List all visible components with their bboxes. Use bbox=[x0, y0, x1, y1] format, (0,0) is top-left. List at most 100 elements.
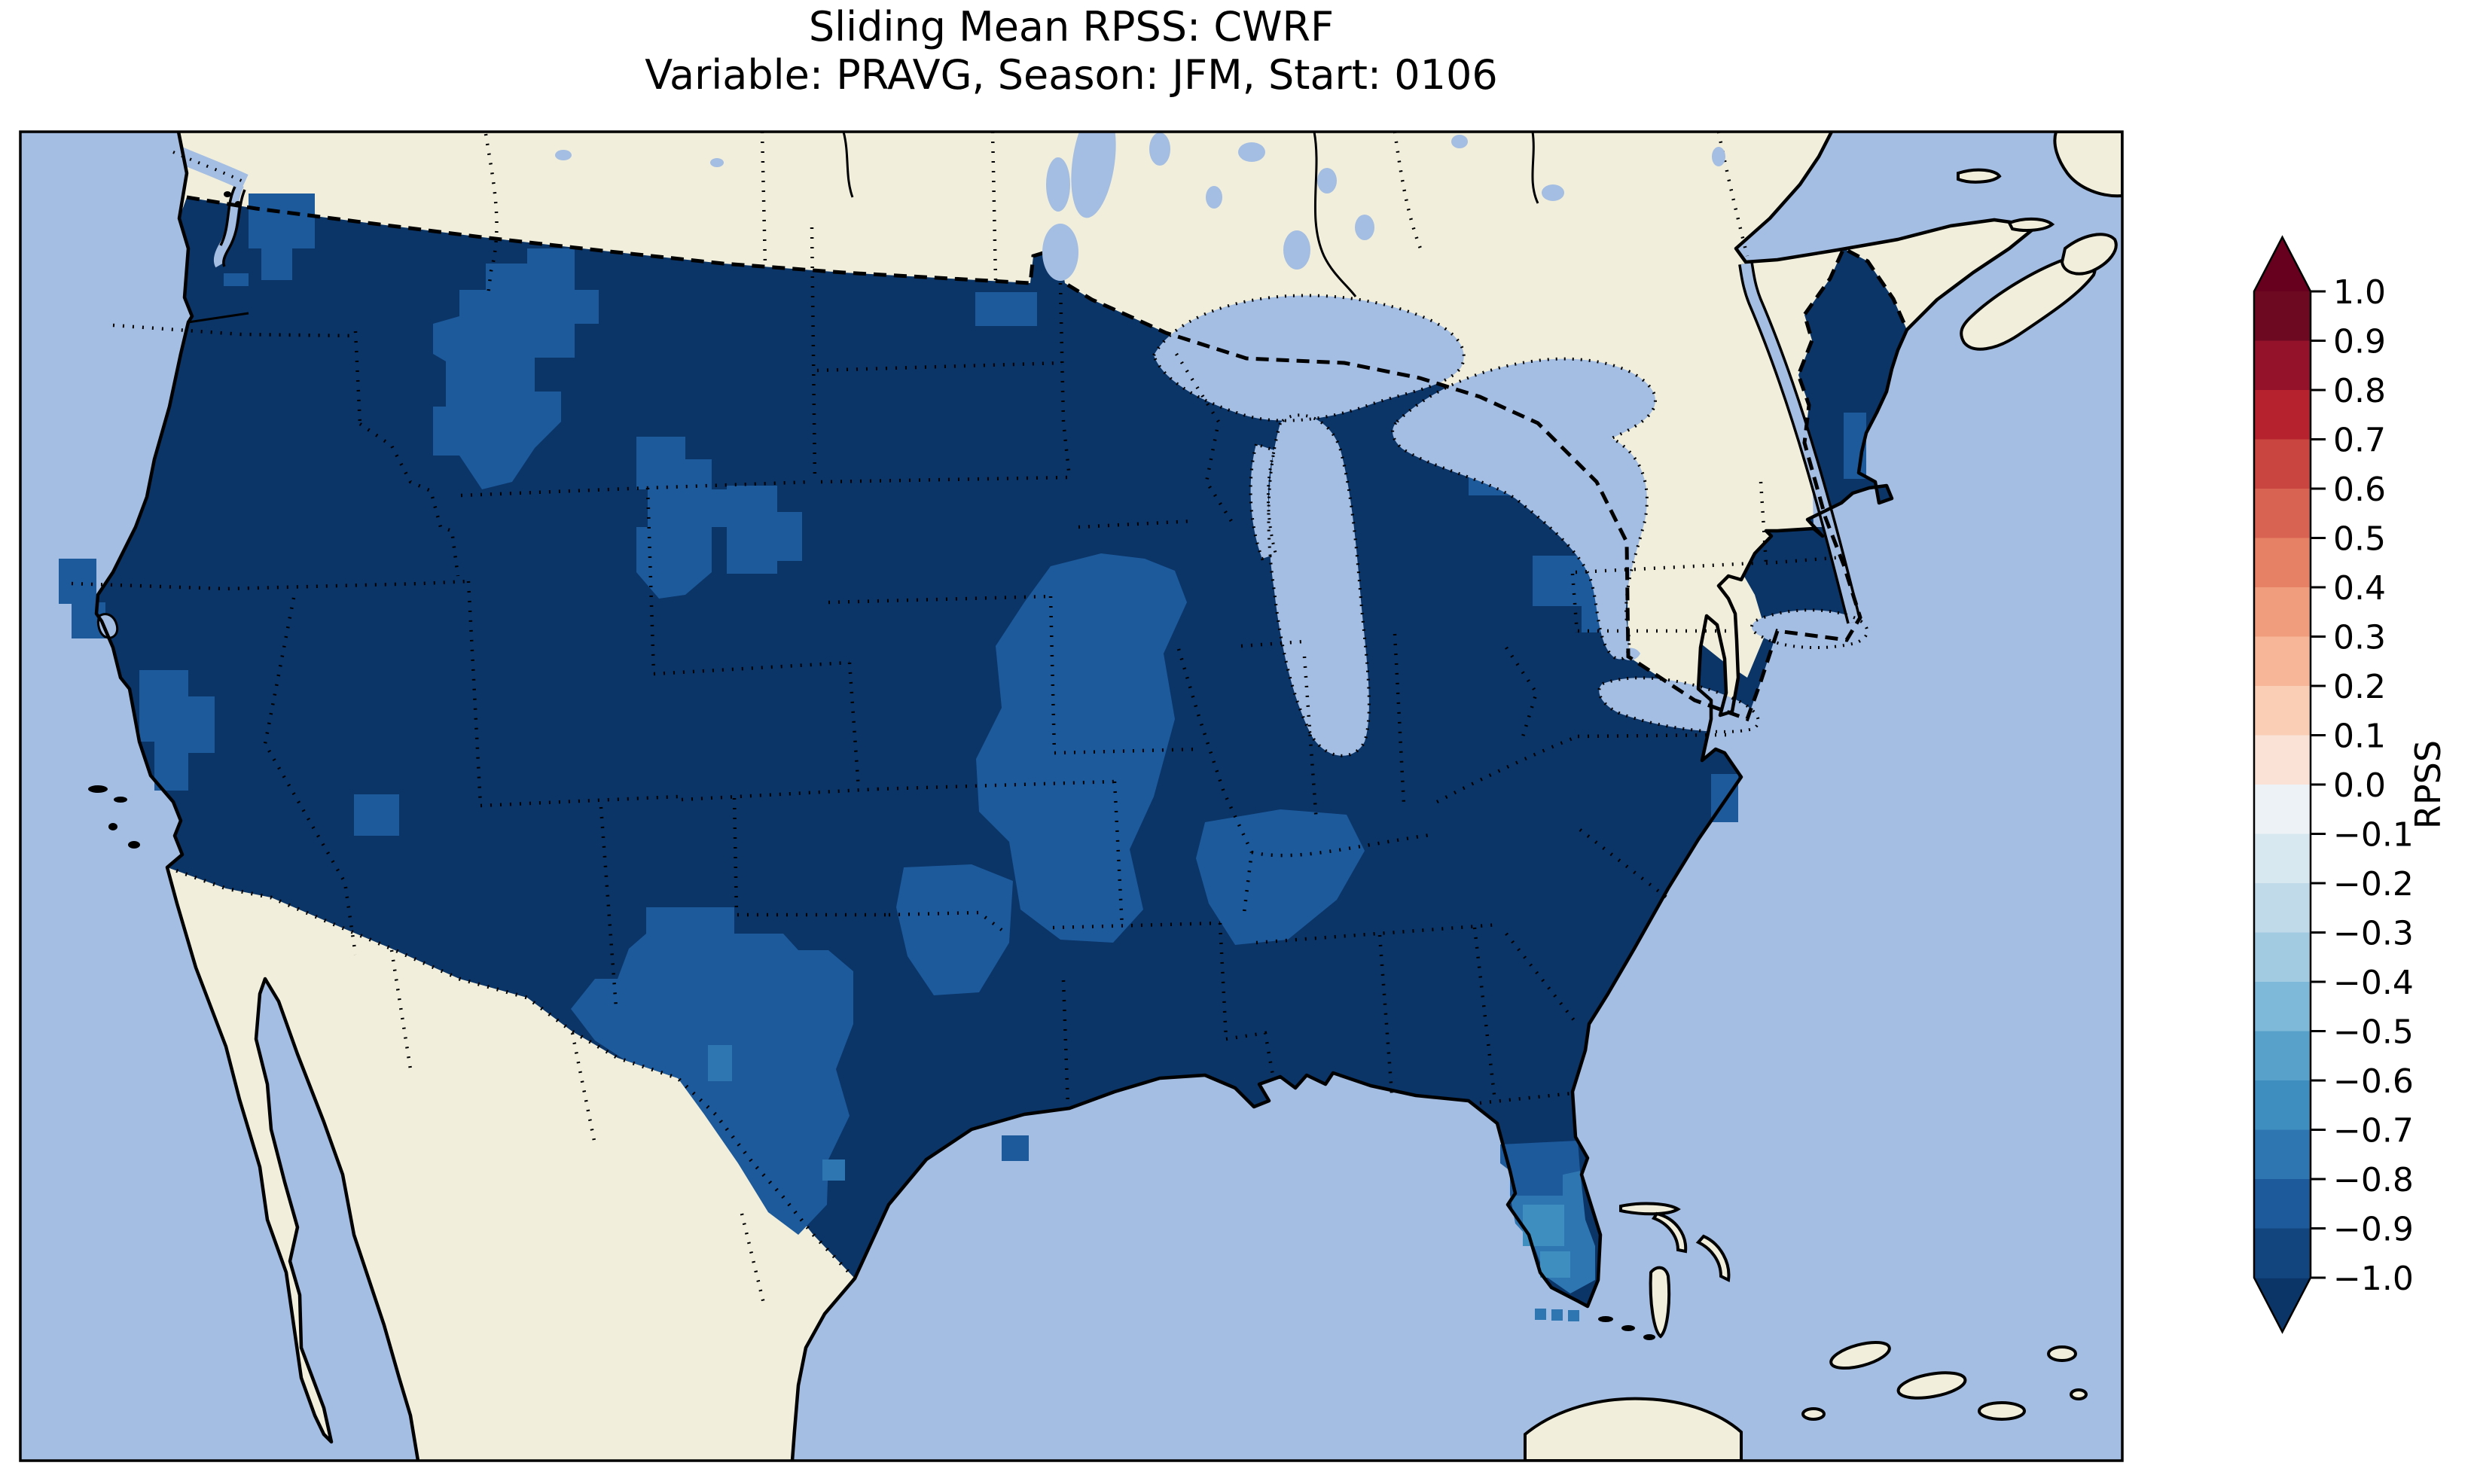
canada-lakes bbox=[555, 132, 1725, 281]
colorbar-tick-label-8: 0.2 bbox=[2333, 668, 2386, 706]
andros bbox=[1649, 1266, 1671, 1339]
colorbar-segment-8 bbox=[2254, 686, 2311, 736]
colorbar-segment-11 bbox=[2254, 833, 2311, 884]
strait-juan-de-fuca bbox=[169, 144, 249, 190]
us-mexico-border bbox=[166, 865, 856, 1280]
caribbean-islet-5 bbox=[1801, 1407, 1826, 1421]
colorbar-segment-6 bbox=[2254, 587, 2311, 638]
colorbar-segment-1 bbox=[2254, 340, 2311, 391]
patch-washington bbox=[249, 193, 315, 248]
colorbar-segment-12 bbox=[2254, 883, 2311, 934]
patch-central-plains bbox=[976, 553, 1187, 943]
title-line-1: Sliding Mean RPSS: CWRF bbox=[808, 3, 1335, 50]
colorbar-tick-label-14: −0.4 bbox=[2333, 964, 2414, 1002]
patch-kentucky-tennessee bbox=[1196, 809, 1365, 945]
colorbar: 1.0 0.9 0.8 0.7 0.6 0.5 0.4 0.3 0.2 0.1 0.0 −0.1 −0.… bbox=[2253, 235, 2414, 1334]
channel-island-3 bbox=[108, 823, 117, 830]
lake-superior bbox=[1154, 295, 1464, 421]
figure-title: Sliding Mean RPSS: CWRF Variable: PRAVG,… bbox=[20, 3, 2122, 99]
patch-florida-north bbox=[1500, 1141, 1580, 1196]
pond-2 bbox=[1206, 186, 1222, 209]
colorbar-tick-label-1: 0.9 bbox=[2333, 323, 2386, 361]
coastline bbox=[94, 132, 2039, 1461]
river-3 bbox=[842, 132, 854, 198]
pond-7 bbox=[1451, 135, 1468, 148]
map-area bbox=[20, 132, 2122, 1461]
lake-manitoba bbox=[1046, 157, 1070, 212]
puget-sound bbox=[213, 182, 244, 268]
colorbar-segment-17 bbox=[2254, 1129, 2311, 1180]
lake-huron bbox=[1393, 358, 1655, 660]
patch-florida-light-2 bbox=[1540, 1251, 1570, 1278]
great-lakes bbox=[1154, 295, 1868, 756]
pond-6 bbox=[1542, 184, 1564, 201]
colorbar-tick-label-13: −0.3 bbox=[2333, 915, 2414, 953]
colorbar-tick-label-5: 0.5 bbox=[2333, 520, 2386, 559]
colorbar-tick-label-19: −0.9 bbox=[2333, 1211, 2414, 1249]
keys-data-dot-1 bbox=[1535, 1309, 1546, 1320]
anticosti-island bbox=[1957, 168, 2002, 184]
newfoundland bbox=[2053, 132, 2122, 198]
colorbar-axis-label: RPSS bbox=[2408, 740, 2448, 829]
caribbean-islet-4 bbox=[2047, 1345, 2077, 1362]
colorbar-over-arrow bbox=[2254, 237, 2311, 291]
channel-island-4 bbox=[128, 841, 140, 849]
channel-island-1 bbox=[88, 785, 108, 793]
colorbar-tick-label-4: 0.6 bbox=[2333, 471, 2386, 509]
colorbar-tick-label-17: −0.7 bbox=[2333, 1112, 2414, 1150]
lake-michigan-outline bbox=[1267, 413, 1371, 757]
patch-wyoming bbox=[636, 437, 727, 599]
prince-edward-island bbox=[2007, 218, 2055, 232]
colorbar-tick-label-10: 0.0 bbox=[2333, 766, 2386, 805]
st-lawrence-river bbox=[1740, 262, 1859, 623]
colorbar-segment-10 bbox=[2254, 785, 2311, 835]
lake-nipigon bbox=[1283, 230, 1310, 270]
patch-arkansas-louisiana bbox=[896, 864, 1013, 995]
map-frame bbox=[19, 130, 2124, 1462]
colorbar-segment-7 bbox=[2254, 636, 2311, 687]
colorbar-tick-label-2: 0.8 bbox=[2333, 372, 2386, 410]
patch-south-dakota bbox=[727, 486, 802, 574]
colorbar-tick-label-16: −0.6 bbox=[2333, 1062, 2414, 1101]
data-patches-bin-08 bbox=[59, 193, 1866, 1235]
lake-ontario bbox=[1751, 610, 1868, 648]
river-2 bbox=[1531, 132, 1539, 204]
patch-north-dakota bbox=[975, 292, 1037, 326]
colorbar-segment-0 bbox=[2254, 291, 2311, 342]
colorbar-tick-label-7: 0.3 bbox=[2333, 619, 2386, 657]
columbia-river bbox=[188, 312, 249, 324]
patch-texas-bright-2 bbox=[822, 1159, 845, 1181]
colorbar-segment-13 bbox=[2254, 932, 2311, 983]
colorbar-tick-label-6: 0.4 bbox=[2333, 569, 2386, 608]
patch-sierra bbox=[139, 670, 215, 791]
colorbar-tick-label-3: 0.7 bbox=[2333, 422, 2386, 460]
lake-michigan bbox=[1268, 415, 1369, 756]
nova-scotia bbox=[1960, 255, 2097, 351]
river-1 bbox=[1313, 132, 1357, 297]
caribbean-islet-1 bbox=[1829, 1340, 1891, 1370]
colorbar-segment-19 bbox=[2254, 1228, 2311, 1278]
colorbar-tick-label-9: 0.1 bbox=[2333, 718, 2386, 756]
pond-1 bbox=[1149, 133, 1170, 166]
canada-rivers bbox=[188, 132, 1539, 324]
patch-texas-bright bbox=[708, 1045, 732, 1081]
keys-islet-2 bbox=[1621, 1325, 1635, 1331]
keys-data-dot-3 bbox=[1568, 1310, 1579, 1321]
colorbar-segment-2 bbox=[2254, 390, 2311, 440]
title-line-2: Variable: PRAVG, Season: JFM, Start: 010… bbox=[645, 50, 1498, 99]
colorbar-segment-15 bbox=[2254, 1031, 2311, 1081]
patch-arizona bbox=[354, 794, 399, 836]
caribbean-islet-6 bbox=[2070, 1388, 2088, 1400]
province-borders bbox=[389, 132, 1749, 1307]
keys-data-dot-2 bbox=[1551, 1309, 1563, 1321]
caribbean-islet-2 bbox=[1896, 1371, 1967, 1400]
state-borders bbox=[71, 227, 1844, 1108]
colorbar-tick-label-15: −0.5 bbox=[2333, 1013, 2414, 1052]
small-islands bbox=[88, 191, 1655, 1340]
patch-california-coast bbox=[59, 559, 96, 604]
abaco bbox=[1651, 1211, 1688, 1254]
colorbar-segment-18 bbox=[2254, 1179, 2311, 1230]
cape-breton bbox=[2060, 233, 2118, 276]
